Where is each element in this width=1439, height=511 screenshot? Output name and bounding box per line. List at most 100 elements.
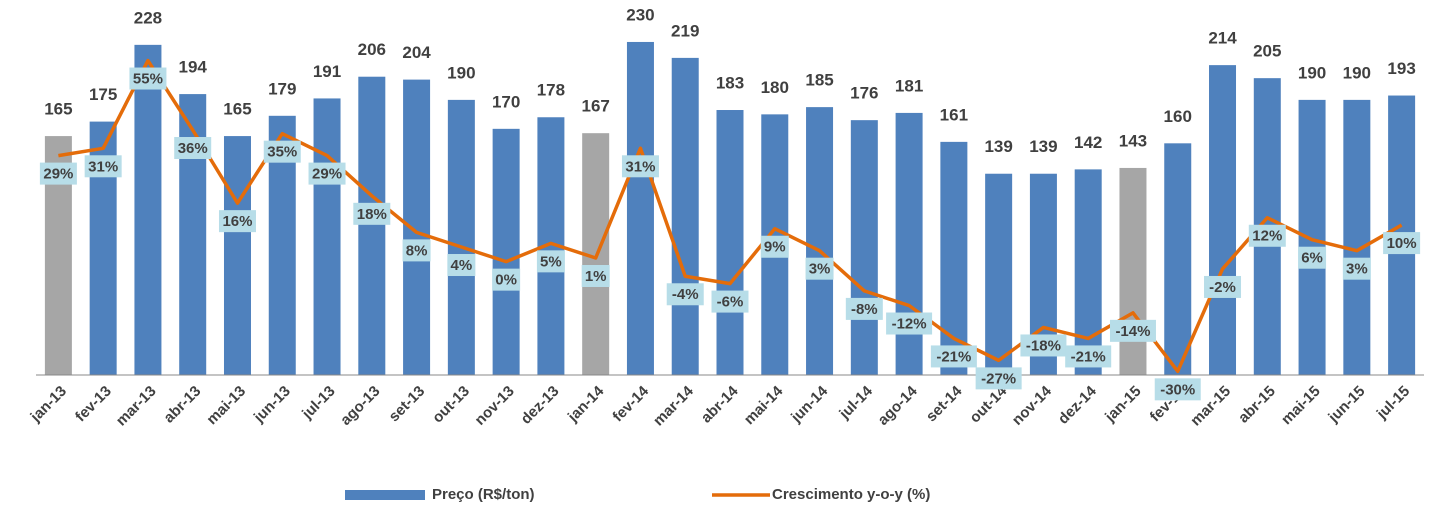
x-tick-label: jul-15: [1373, 383, 1413, 423]
line-value-label: 29%: [312, 166, 342, 183]
line-value-label: 29%: [43, 166, 73, 183]
line-label-box: [1298, 246, 1327, 269]
x-tick-label: jan-13: [27, 383, 70, 426]
bar-value-label: 214: [1208, 29, 1237, 48]
x-tick-label: jun-15: [1325, 383, 1369, 427]
line-label-box: [353, 202, 391, 225]
line-value-label: 0%: [495, 272, 517, 289]
bar: [403, 79, 431, 375]
bar-value-label: 193: [1387, 59, 1415, 78]
x-tick-label: mai-15: [1278, 383, 1324, 429]
line-value-label: 1%: [585, 268, 607, 285]
bar-value-label: 228: [134, 8, 162, 27]
bar-value-label: 183: [716, 74, 744, 93]
bar-value-label: 179: [268, 79, 296, 98]
line-label-box: [886, 312, 933, 335]
line-value-label: 4%: [451, 257, 473, 274]
bar-value-label: 165: [223, 100, 251, 119]
line-label-box: [581, 264, 610, 287]
line-label-box: [402, 239, 431, 262]
bar: [806, 107, 834, 376]
x-tick-label: nov-13: [472, 383, 518, 429]
legend-label: Preço (R$/ton): [432, 486, 535, 503]
line-value-label: -12%: [892, 315, 927, 332]
line-label-box: [39, 162, 77, 185]
bar-value-label: 190: [447, 63, 475, 82]
x-tick-label: ago-13: [337, 383, 383, 429]
x-tick-label: jan-14: [564, 382, 608, 426]
line-label-box: [621, 155, 659, 178]
line-label-box: [845, 297, 883, 320]
line-value-label: 31%: [88, 158, 118, 175]
line-value-label: 36%: [178, 140, 208, 157]
x-tick-label: jun-13: [250, 383, 294, 427]
bar: [1074, 169, 1102, 375]
line-value-label: 31%: [625, 158, 655, 175]
line-value-label: -18%: [1026, 337, 1061, 354]
x-tick-label: jan-15: [1101, 383, 1144, 426]
bar: [850, 120, 878, 375]
bar-value-label: 161: [940, 105, 968, 124]
line-label-box: [218, 210, 256, 233]
x-tick-label: dez-13: [518, 383, 563, 428]
bar-value-label: 170: [492, 92, 520, 111]
bar-value-label: 139: [1029, 137, 1057, 156]
bar: [492, 128, 520, 375]
bar: [1298, 99, 1326, 375]
line-value-label: 8%: [406, 242, 428, 259]
line-label-box: [536, 250, 565, 273]
bar: [223, 136, 251, 375]
bar-value-label: 167: [581, 97, 609, 116]
bar-value-label: 185: [805, 71, 833, 90]
line-label-box: [263, 140, 301, 163]
x-tick-label: abr-15: [1235, 383, 1279, 427]
bar: [671, 57, 699, 375]
bar: [179, 94, 207, 375]
bar-value-label: 230: [626, 5, 654, 24]
bar-value-label: 176: [850, 84, 878, 103]
bar-value-label: 190: [1343, 63, 1371, 82]
line-value-label: 3%: [809, 261, 831, 278]
x-tick-label: fev-14: [609, 382, 652, 425]
x-tick-label: jul-13: [298, 383, 338, 423]
line-label-box: [1383, 232, 1421, 255]
line-label-box: [129, 67, 167, 90]
x-tick-label: mai-14: [741, 382, 787, 428]
bar: [1119, 167, 1147, 375]
line-value-label: -21%: [936, 348, 971, 365]
line-value-label: -21%: [1071, 348, 1106, 365]
bar-value-label: 181: [895, 76, 923, 95]
bar: [1343, 99, 1371, 375]
line-value-label: 35%: [267, 144, 297, 161]
line-label-box: [84, 155, 122, 178]
x-tick-label: mar-14: [650, 382, 697, 429]
line-label-box: [492, 268, 521, 291]
line-label-box: [975, 367, 1022, 390]
line-label-box: [1204, 275, 1242, 298]
bar-value-label: 191: [313, 62, 341, 81]
legend-label: Crescimento y-o-y (%): [772, 486, 930, 503]
bar-value-label: 180: [761, 78, 789, 97]
line-value-label: 16%: [222, 213, 252, 230]
bar-value-label: 178: [537, 81, 565, 100]
bar-value-label: 139: [984, 137, 1012, 156]
line-label-box: [1248, 224, 1286, 247]
bar: [895, 112, 923, 376]
line-label-box: [174, 137, 212, 160]
line-value-label: 6%: [1301, 250, 1323, 267]
line-value-label: 5%: [540, 253, 562, 270]
line-label-box: [447, 254, 476, 277]
line-value-label: 3%: [1346, 261, 1368, 278]
x-tick-label: fev-13: [72, 383, 115, 426]
bar-value-label: 219: [671, 21, 699, 40]
bar: [626, 41, 654, 376]
bar-value-label: 142: [1074, 133, 1102, 152]
bar: [313, 98, 341, 375]
line-value-label: -14%: [1115, 323, 1150, 340]
bar-value-label: 175: [89, 85, 117, 104]
line-label-box: [1342, 257, 1371, 280]
bar-value-label: 143: [1119, 131, 1147, 150]
line-value-label: 55%: [133, 71, 163, 88]
bar-value-label: 206: [358, 40, 386, 59]
line-label-box: [1154, 378, 1201, 401]
